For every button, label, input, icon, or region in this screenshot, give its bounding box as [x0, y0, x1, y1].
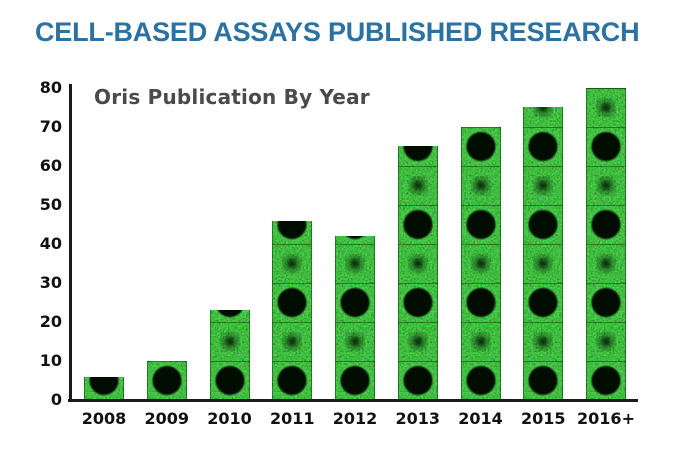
y-tick-50: 50	[39, 195, 62, 214]
x-label-2015: 2015	[520, 409, 566, 428]
x-label-2010: 2010	[207, 409, 252, 428]
bar-2015	[523, 107, 564, 400]
x-label-2009: 2009	[144, 409, 190, 428]
y-tick-70: 70	[39, 117, 62, 136]
x-label-2012: 2012	[332, 409, 378, 428]
bar-2008	[84, 377, 124, 400]
x-axis-line	[68, 399, 638, 402]
page-title: CELL-BASED ASSAYS PUBLISHED RESEARCH	[35, 17, 640, 47]
x-label-2008: 2008	[81, 409, 127, 428]
bar-2012	[335, 236, 375, 400]
y-tick-30: 30	[39, 273, 62, 292]
x-label-2013: 2013	[395, 409, 441, 428]
y-tick-40: 40	[39, 234, 62, 253]
bar-2014	[460, 127, 501, 400]
x-label-2016+: 2016+	[577, 409, 635, 428]
y-tick-0: 0	[50, 390, 62, 409]
y-axis-line	[69, 84, 72, 402]
y-tick-20: 20	[39, 312, 62, 331]
y-tick-10: 10	[39, 351, 62, 370]
y-tick-60: 60	[39, 156, 62, 175]
y-tick-80: 80	[39, 78, 62, 97]
bar-2011	[272, 221, 313, 400]
bar-2010	[209, 310, 250, 400]
bar-2009	[146, 361, 187, 400]
x-label-2011: 2011	[269, 409, 315, 428]
chart-title: Oris Publication By Year	[94, 85, 370, 109]
x-label-2014: 2014	[458, 409, 503, 428]
bar-2013	[397, 146, 438, 400]
bar-2016+	[586, 88, 626, 400]
